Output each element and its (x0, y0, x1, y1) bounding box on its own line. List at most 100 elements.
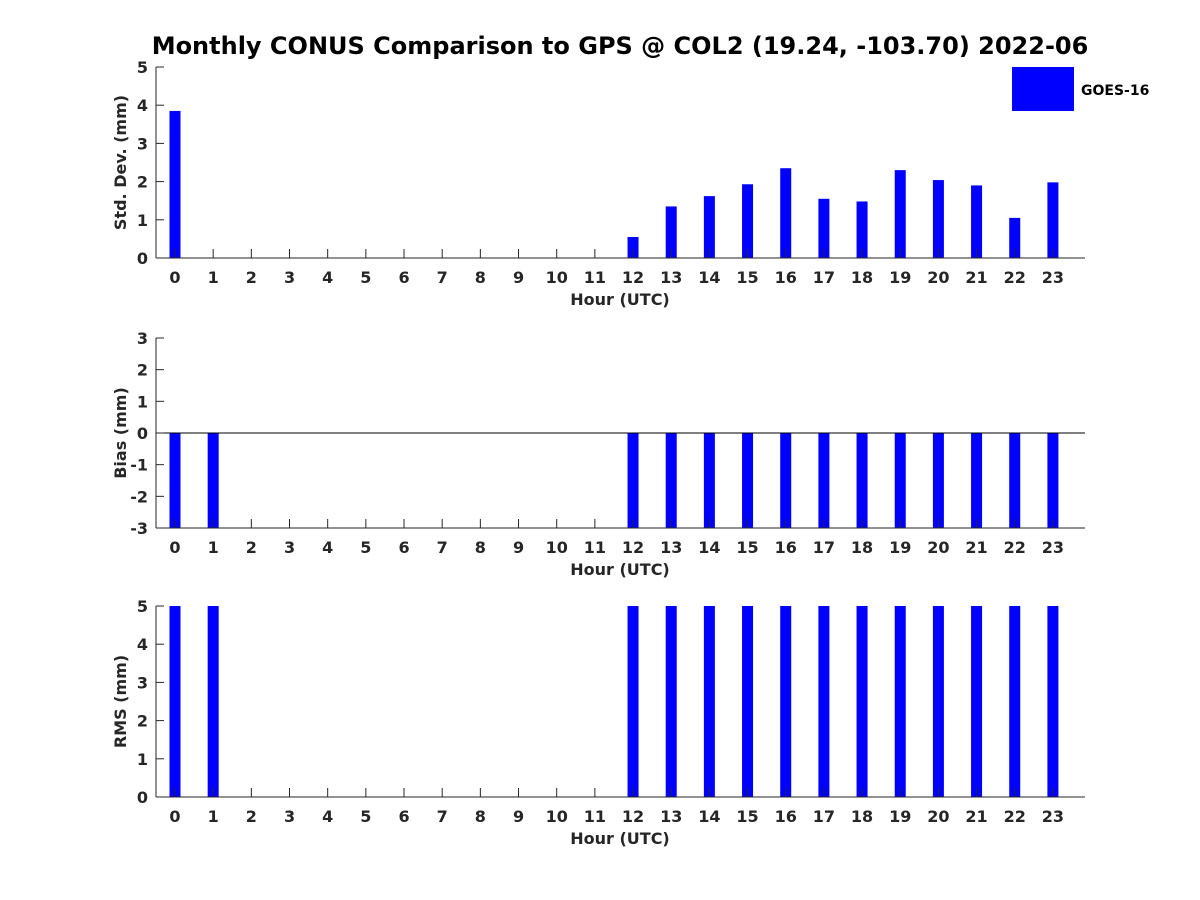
std-bar-19 (894, 170, 906, 258)
bias-bar-18 (856, 433, 868, 528)
rms-xtick-label: 3 (284, 807, 295, 826)
bias-xtick-label: 6 (398, 538, 409, 557)
std-x-axis-label: Hour (UTC) (570, 290, 670, 309)
bias-ytick-label: 0 (137, 424, 148, 443)
std-ytick-label: 0 (137, 249, 148, 268)
rms-bar-21 (971, 606, 983, 797)
std-xtick-label: 2 (246, 268, 257, 287)
std-xtick-label: 0 (169, 268, 180, 287)
std-bar-21 (971, 185, 983, 258)
rms-bar-16 (780, 606, 792, 797)
std-bar-18 (856, 201, 868, 258)
bias-xtick-label: 3 (284, 538, 295, 557)
std-xtick-label: 15 (736, 268, 758, 287)
std-bar-12 (627, 236, 639, 258)
rms-xtick-label: 17 (813, 807, 835, 826)
bias-xtick-label: 13 (660, 538, 682, 557)
rms-bar-18 (856, 606, 868, 797)
bias-xtick-label: 2 (246, 538, 257, 557)
bias-xtick-label: 10 (546, 538, 568, 557)
std-bar-16 (780, 168, 792, 258)
std-bar-22 (1009, 217, 1021, 258)
bias-xtick-label: 9 (513, 538, 524, 557)
std-xtick-label: 22 (1004, 268, 1026, 287)
rms-xtick-label: 20 (927, 807, 949, 826)
std-y-axis-label: Std. Dev. (mm) (111, 95, 130, 230)
bias-xtick-label: 4 (322, 538, 333, 557)
std-xtick-label: 3 (284, 268, 295, 287)
std-xtick-label: 14 (698, 268, 720, 287)
std-ytick-label: 3 (137, 134, 148, 153)
std-xtick-label: 19 (889, 268, 911, 287)
rms-ytick-label: 1 (137, 750, 148, 769)
bias-bar-15 (742, 433, 754, 528)
std-ytick-label: 1 (137, 211, 148, 230)
bias-bar-17 (818, 433, 830, 528)
rms-xtick-label: 9 (513, 807, 524, 826)
rms-xtick-label: 6 (398, 807, 409, 826)
rms-xtick-label: 11 (584, 807, 606, 826)
rms-bar-20 (932, 606, 944, 797)
std-xtick-label: 20 (927, 268, 949, 287)
std-xtick-label: 16 (775, 268, 797, 287)
std-bar-20 (932, 180, 944, 258)
rms-ytick-label: 2 (137, 712, 148, 731)
rms-xtick-label: 8 (475, 807, 486, 826)
bias-xtick-label: 20 (927, 538, 949, 557)
rms-xtick-label: 19 (889, 807, 911, 826)
std-xtick-label: 17 (813, 268, 835, 287)
bias-ytick-label: -2 (130, 487, 148, 506)
bias-xtick-label: 5 (360, 538, 371, 557)
rms-y-axis-label: RMS (mm) (111, 655, 130, 748)
bias-ytick-label: -1 (130, 456, 148, 475)
std-bar-15 (742, 184, 754, 258)
bias-bar-23 (1047, 433, 1059, 528)
std-bar-23 (1047, 182, 1059, 258)
rms-bar-0 (169, 606, 181, 797)
bias-bar-21 (971, 433, 983, 528)
rms-bar-1 (207, 606, 219, 797)
rms-xtick-label: 21 (965, 807, 987, 826)
rms-bar-13 (665, 606, 677, 797)
bias-xtick-label: 14 (698, 538, 720, 557)
std-xtick-label: 11 (584, 268, 606, 287)
bias-ytick-label: 1 (137, 392, 148, 411)
rms-bar-15 (742, 606, 754, 797)
bias-xtick-label: 7 (437, 538, 448, 557)
std-xtick-label: 8 (475, 268, 486, 287)
std-xtick-label: 10 (546, 268, 568, 287)
rms-xtick-label: 4 (322, 807, 333, 826)
bias-x-axis-label: Hour (UTC) (570, 560, 670, 579)
rms-xtick-label: 2 (246, 807, 257, 826)
rms-bar-22 (1009, 606, 1021, 797)
bias-xtick-label: 8 (475, 538, 486, 557)
rms-xtick-label: 13 (660, 807, 682, 826)
std-xtick-label: 4 (322, 268, 333, 287)
bias-ytick-label: 2 (137, 361, 148, 380)
bias-bar-0 (169, 433, 181, 528)
legend-label: GOES-16 (1081, 83, 1149, 99)
bias-xtick-label: 11 (584, 538, 606, 557)
std-bar-0 (169, 110, 181, 259)
bias-xtick-label: 21 (965, 538, 987, 557)
legend-swatch (1012, 67, 1074, 111)
rms-bar-17 (818, 606, 830, 797)
std-ytick-label: 5 (137, 58, 148, 77)
bias-xtick-label: 16 (775, 538, 797, 557)
std-xtick-label: 23 (1042, 268, 1064, 287)
rms-ytick-label: 0 (137, 788, 148, 807)
rms-xtick-label: 22 (1004, 807, 1026, 826)
chart-title: Monthly CONUS Comparison to GPS @ COL2 (… (152, 32, 1089, 60)
bias-xtick-label: 12 (622, 538, 644, 557)
rms-xtick-label: 16 (775, 807, 797, 826)
bias-bar-13 (665, 433, 677, 528)
std-xtick-label: 7 (437, 268, 448, 287)
bias-xtick-label: 19 (889, 538, 911, 557)
rms-xtick-label: 15 (736, 807, 758, 826)
rms-xtick-label: 10 (546, 807, 568, 826)
rms-ytick-label: 3 (137, 673, 148, 692)
bias-bar-19 (894, 433, 906, 528)
